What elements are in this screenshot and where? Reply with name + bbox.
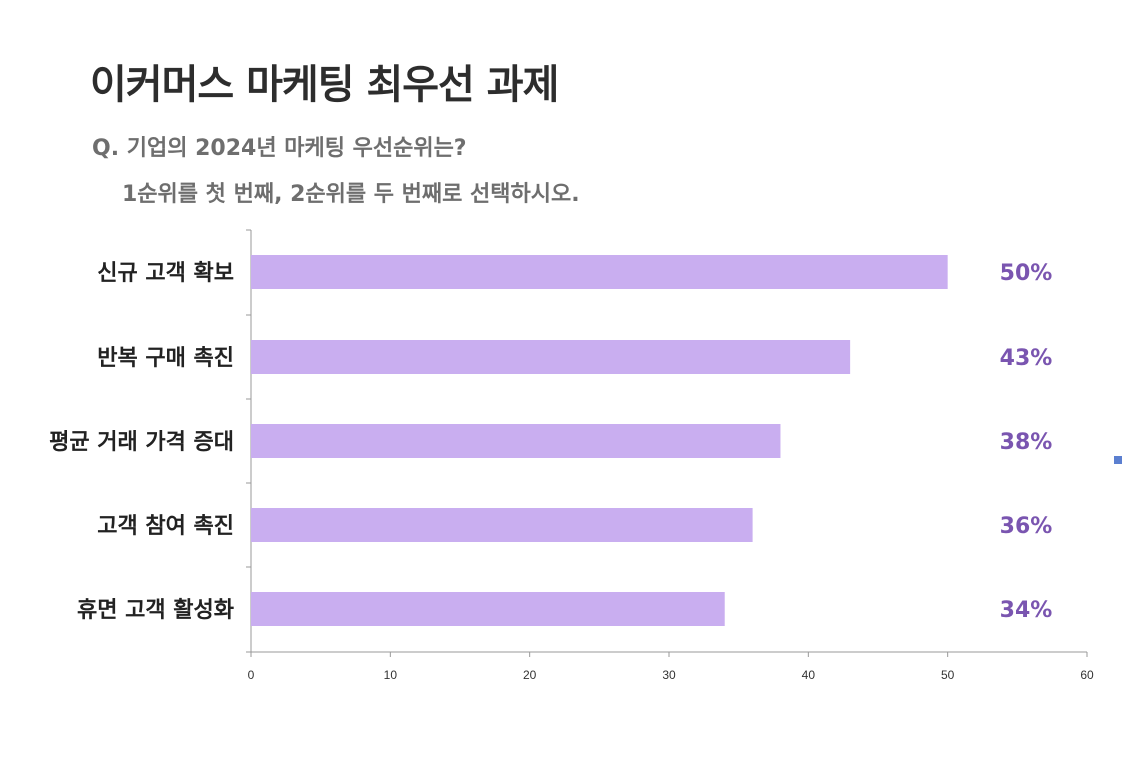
x-tick-label: 50 — [941, 668, 955, 682]
category-label: 평균 거래 가격 증대 — [49, 430, 234, 455]
value-label: 50% — [1000, 261, 1053, 286]
x-tick-label: 60 — [1080, 668, 1094, 682]
category-label: 휴면 고객 활성화 — [77, 598, 234, 623]
question-text: Q. 기업의 2024년 마케팅 우선순위는? — [92, 136, 467, 161]
bar — [251, 592, 725, 626]
x-tick-label: 30 — [662, 668, 676, 682]
bar — [251, 508, 753, 542]
question-instruction: 1순위를 첫 번째, 2순위를 두 번째로 선택하시오. — [122, 182, 580, 207]
value-label: 38% — [1000, 430, 1053, 455]
bar — [251, 255, 948, 289]
x-tick-label: 20 — [523, 668, 537, 682]
category-label: 반복 구매 촉진 — [97, 346, 234, 371]
bar — [251, 424, 781, 458]
x-tick-label: 10 — [384, 668, 398, 682]
value-label: 36% — [1000, 514, 1053, 539]
page-title: 이커머스 마케팅 최우선 과제 — [90, 62, 559, 108]
x-tick-label: 0 — [248, 668, 255, 682]
legend-marker-icon — [1114, 456, 1122, 464]
category-label: 고객 참여 촉진 — [97, 514, 234, 539]
bar — [251, 340, 851, 374]
category-label: 신규 고객 확보 — [97, 261, 234, 286]
value-label: 43% — [1000, 346, 1053, 371]
x-tick-label: 40 — [802, 668, 816, 682]
value-label: 34% — [1000, 598, 1053, 623]
